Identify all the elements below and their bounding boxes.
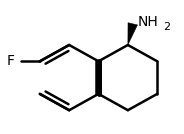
Text: 2: 2	[163, 22, 170, 32]
Text: NH: NH	[138, 15, 158, 29]
Text: F: F	[6, 54, 15, 68]
Polygon shape	[128, 23, 137, 45]
